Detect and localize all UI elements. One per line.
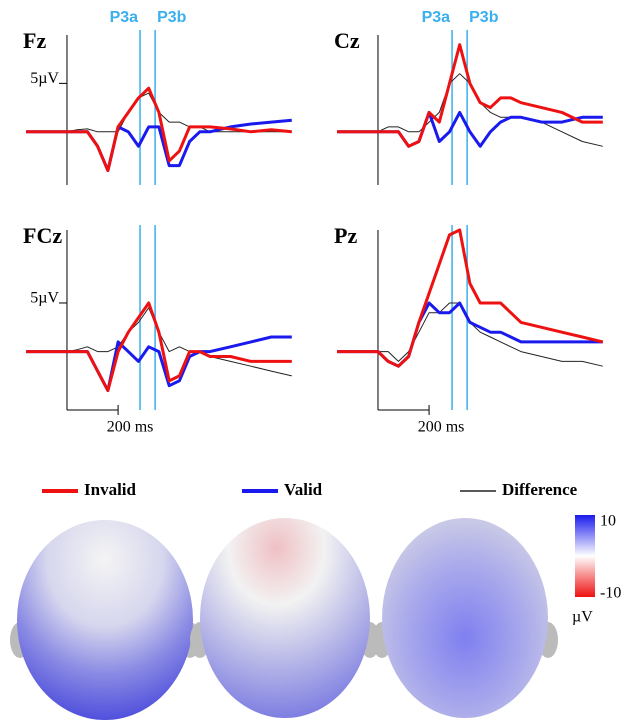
head-map-difference	[382, 518, 548, 718]
colorbar-unit: µV	[572, 609, 593, 626]
y-tick-label: 5µV	[30, 290, 59, 307]
waveform	[26, 303, 292, 391]
head-maps: 10 -10 µV	[10, 513, 621, 720]
waveform	[337, 303, 603, 366]
figure: 10 -10 µV P3a P3b Fz 5µV P3a P3b Cz FCz 5µV 200 m…	[0, 0, 627, 721]
legend-label: Invalid	[84, 480, 137, 499]
colorbar-min: -10	[600, 585, 621, 602]
waveform	[337, 112, 603, 146]
waveform	[337, 230, 603, 366]
waveform	[26, 337, 292, 391]
marker-label: P3a	[110, 9, 139, 26]
panel-title: Cz	[334, 28, 360, 53]
colorbar	[575, 515, 595, 597]
waveform	[26, 120, 292, 170]
colorbar-max: 10	[600, 513, 616, 530]
marker-label: P3b	[157, 9, 187, 26]
y-tick-label: 5µV	[30, 70, 59, 87]
panel-title: Fz	[23, 28, 46, 53]
head-map-valid	[200, 518, 370, 718]
x-tick-label: 200 ms	[107, 419, 154, 436]
panel-title: FCz	[23, 223, 62, 248]
legend-label: Valid	[284, 480, 323, 499]
waveform	[337, 303, 603, 366]
head-map-invalid	[17, 520, 193, 720]
legend-label: Difference	[502, 480, 578, 499]
marker-label: P3a	[422, 9, 451, 26]
marker-label: P3b	[469, 9, 499, 26]
x-tick-label: 200 ms	[418, 419, 465, 436]
panel-title: Pz	[334, 223, 357, 248]
